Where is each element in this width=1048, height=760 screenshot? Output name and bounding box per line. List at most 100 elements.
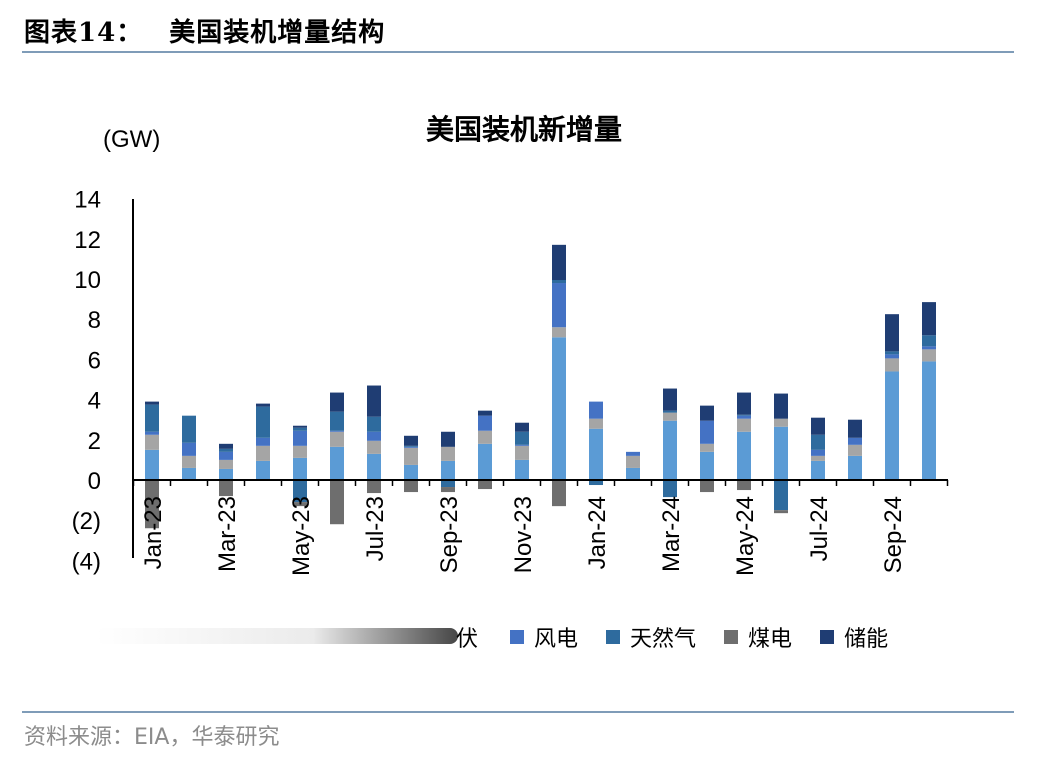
- bar-segment-Mar-24: [663, 388, 677, 411]
- bottom-divider: [22, 711, 1014, 713]
- x-tick-label: Nov-23: [510, 496, 537, 573]
- bar-segment-Aug-23: [404, 447, 418, 465]
- bar-segment-Mar-23: [219, 443, 233, 449]
- bar-segment-Oct-24: [922, 361, 936, 480]
- legend-label: 伏: [456, 627, 479, 652]
- y-axis: 14 12 10 8 6 4 2 0 (2) (4): [72, 187, 101, 576]
- x-axis: Jan-23 Mar-23 May-23 Jul-23 Sep-23 Nov-23 Jan-…: [140, 496, 907, 576]
- bar-segment-Mar-23: [219, 448, 233, 452]
- legend-item: 煤电: [724, 621, 792, 653]
- bar-segment-May-24: [737, 418, 751, 432]
- bar-segment-Sep-23: [441, 480, 455, 488]
- figure-title-text: 美国装机增量结构: [169, 18, 386, 48]
- bars: [145, 244, 936, 529]
- y-tick-label: (4): [72, 548, 101, 575]
- bar-segment-Oct-23: [478, 480, 492, 490]
- bar-segment-Sep-24: [885, 371, 899, 480]
- legend-swatch: [820, 630, 835, 644]
- x-tick-label: Sep-24: [880, 496, 907, 573]
- bar-segment-Jun-24: [774, 480, 788, 511]
- bar-segment-Jan-24: [589, 428, 603, 480]
- bar-segment-Jan-23: [145, 404, 159, 432]
- y-tick-label: 6: [88, 347, 101, 374]
- figure-title: 图表14： 美国装机增量结构: [24, 12, 385, 49]
- bar-segment-Aug-24: [848, 444, 862, 456]
- bar-segment-Jul-23: [367, 453, 381, 480]
- bar-segment-Nov-23: [515, 431, 529, 445]
- bar-segment-Jun-24: [774, 510, 788, 514]
- bar-segment-Jul-23: [367, 431, 381, 441]
- bar-segment-Oct-24: [922, 335, 936, 347]
- bar-segment-Feb-23: [182, 442, 196, 456]
- bar-segment-May-23: [293, 445, 307, 458]
- bar-segment-Aug-24: [848, 419, 862, 438]
- bar-segment-May-24: [737, 414, 751, 416]
- y-tick-label: 2: [88, 428, 101, 455]
- figure-label: 图表14：: [24, 18, 144, 48]
- legend: 伏 风电 天然气 煤电 储能: [456, 622, 916, 652]
- bar-segment-Sep-23: [441, 446, 455, 461]
- bar-segment-Nov-23: [515, 422, 529, 432]
- bar-segment-May-23: [293, 425, 307, 428]
- bar-segment-Aug-23: [404, 435, 418, 446]
- bar-segment-Jan-24: [589, 401, 603, 419]
- x-tick-label: Mar-24: [658, 496, 685, 572]
- y-tick-label: (2): [72, 508, 101, 535]
- legend-label: 储能: [844, 627, 889, 652]
- bar-segment-May-23: [293, 457, 307, 480]
- bar-segment-Apr-24: [700, 443, 714, 452]
- legend-item: 天然气: [606, 621, 696, 653]
- bar-segment-Dec-23: [552, 244, 566, 281]
- chart-title: 美国装机新增量: [425, 113, 622, 146]
- bar-segment-Jul-23: [367, 385, 381, 417]
- bar-segment-Apr-24: [700, 451, 714, 480]
- bar-segment-Sep-24: [885, 358, 899, 372]
- x-tick-label: May-24: [732, 496, 759, 576]
- bar-segment-Dec-23: [552, 337, 566, 480]
- y-tick-label: 0: [88, 468, 101, 495]
- bar-segment-Oct-23: [478, 443, 492, 480]
- bar-segment-Sep-24: [885, 354, 899, 359]
- bar-segment-Sep-24: [885, 314, 899, 352]
- source-note: 资料来源：EIA，华泰研究: [24, 725, 280, 750]
- bar-segment-Jun-24: [774, 426, 788, 480]
- bar-segment-Apr-23: [256, 437, 270, 446]
- bar-segment-Jul-24: [811, 417, 825, 435]
- bar-segment-Jun-23: [330, 431, 344, 447]
- y-tick-label: 14: [74, 187, 101, 214]
- bar-segment-Jun-23: [330, 392, 344, 412]
- bar-segment-Jan-23: [145, 431, 159, 435]
- bar-segment-Jul-23: [367, 440, 381, 454]
- bar-segment-Aug-24: [848, 437, 862, 445]
- legend-item: 储能: [820, 621, 888, 653]
- bar-segment-Apr-24: [700, 420, 714, 444]
- bar-segment-Jan-24: [589, 418, 603, 429]
- x-tick-label: May-23: [288, 496, 315, 576]
- bar-segment-Jun-23: [330, 446, 344, 480]
- bar-segment-Jul-24: [811, 460, 825, 480]
- bar-segment-Aug-23: [404, 446, 418, 448]
- y-tick-label: 4: [88, 388, 101, 415]
- bar-segment-Feb-24: [626, 451, 640, 456]
- y-tick-label: 12: [74, 227, 101, 254]
- bar-segment-May-23: [293, 427, 307, 431]
- bar-segment-Sep-23: [441, 487, 455, 493]
- bar-segment-Mar-24: [663, 420, 677, 480]
- bar-segment-Apr-24: [700, 480, 714, 493]
- bar-segment-Jul-24: [811, 455, 825, 461]
- bar-segment-Aug-23: [404, 464, 418, 480]
- legend-label: 风电: [534, 627, 579, 652]
- bar-segment-Jun-23: [330, 430, 344, 432]
- bar-segment-Jan-23: [145, 401, 159, 405]
- legend-item: 伏: [456, 621, 478, 653]
- legend-swatch: [724, 630, 739, 644]
- bar-segment-Jun-24: [774, 418, 788, 427]
- legend-fade-overlay: [96, 628, 458, 644]
- bar-segment-May-24: [737, 431, 751, 480]
- bar-segment-Mar-24: [663, 480, 677, 498]
- y-tick-label: 10: [74, 267, 101, 294]
- bar-segment-Feb-24: [626, 467, 640, 480]
- bar-segment-Feb-23: [182, 467, 196, 480]
- bar-segment-Jan-23: [145, 480, 159, 529]
- bar-segment-May-24: [737, 415, 751, 419]
